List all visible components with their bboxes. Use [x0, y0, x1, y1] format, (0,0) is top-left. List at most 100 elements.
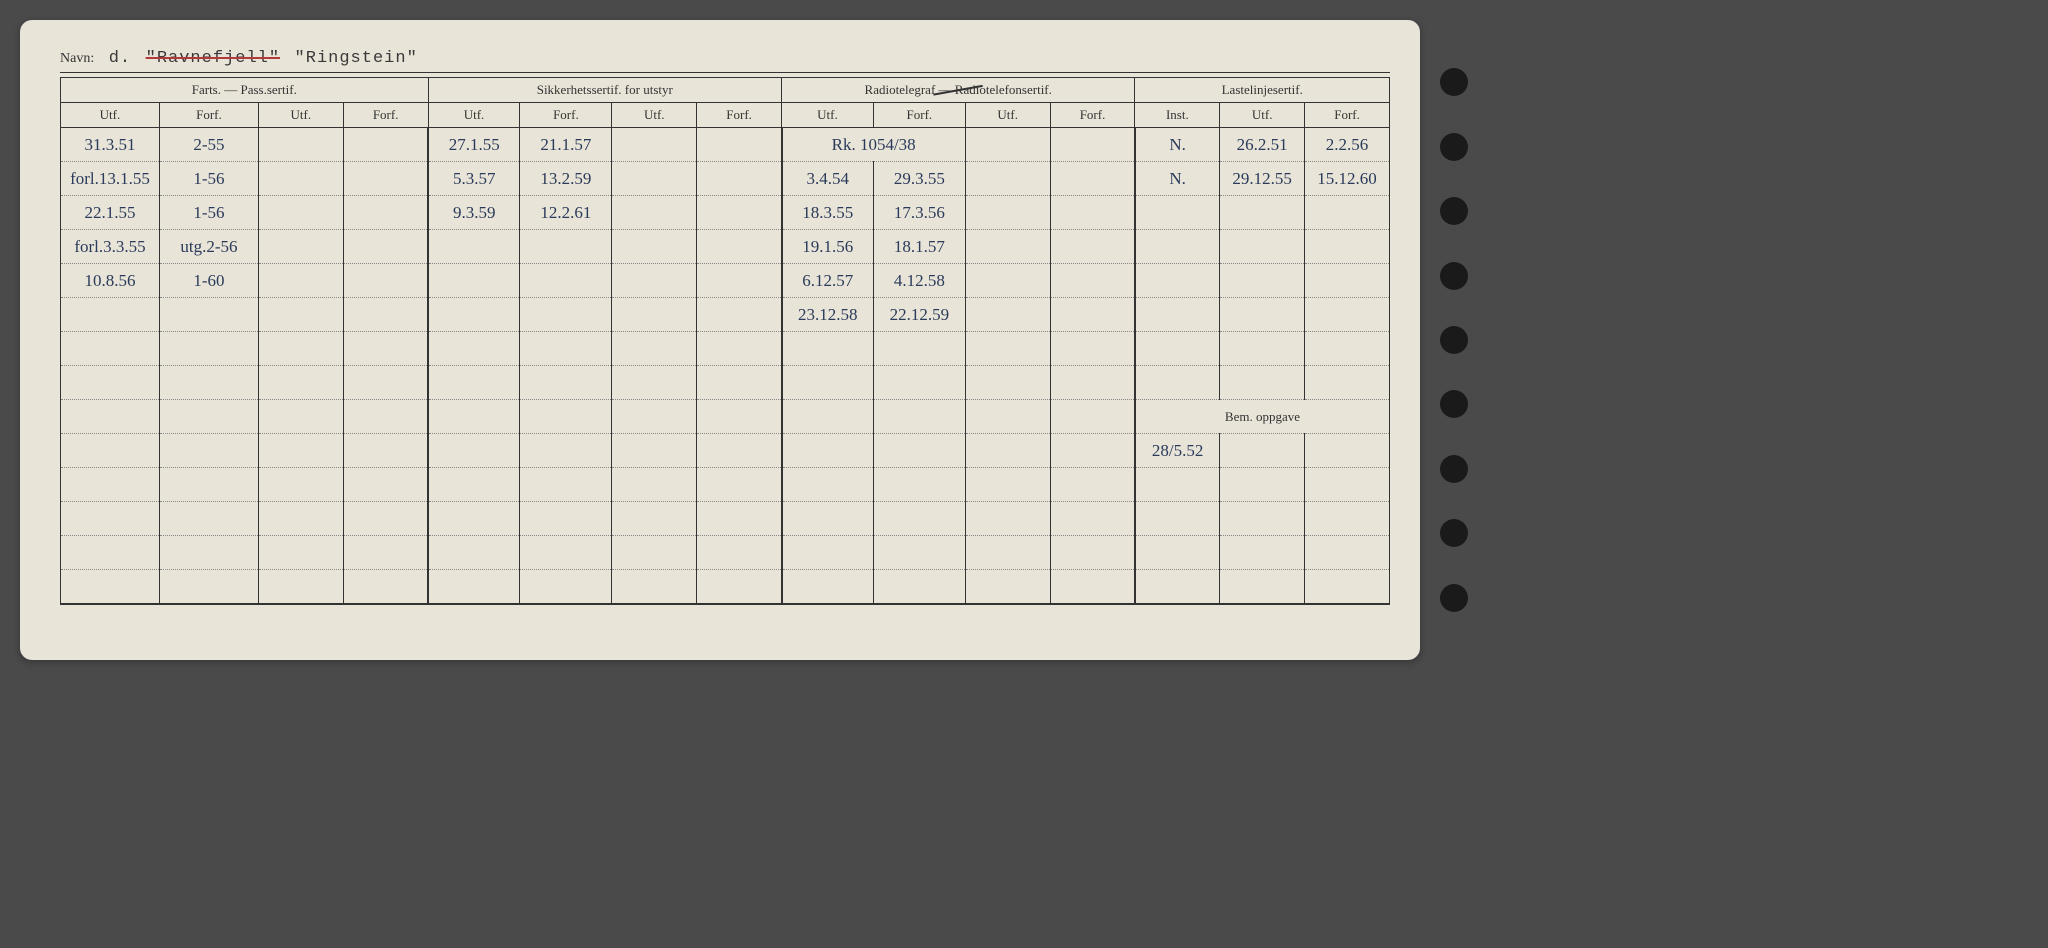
- cell: [1220, 298, 1305, 332]
- cell: [1050, 502, 1135, 536]
- cell: 1-56: [159, 162, 258, 196]
- cell: [697, 536, 782, 570]
- name-new: "Ringstein": [295, 49, 418, 68]
- table-row: forl.3.3.55 utg.2-56 19.1.56 18.1.57: [61, 230, 1390, 264]
- cell: [1050, 332, 1135, 366]
- cell: [782, 468, 874, 502]
- cell: [343, 128, 428, 162]
- cell: [873, 570, 965, 604]
- cell: [428, 502, 520, 536]
- cell: [1050, 196, 1135, 230]
- cell: [1220, 366, 1305, 400]
- cell: 9.3.59: [428, 196, 520, 230]
- table-row: 31.3.51 2-55 27.1.55 21.1.57 Rk. 1054/38…: [61, 128, 1390, 162]
- sub-utf: Utf.: [782, 103, 874, 128]
- cell: 18.1.57: [873, 230, 965, 264]
- name-label: Navn:: [60, 51, 94, 66]
- cell: [1135, 536, 1220, 570]
- cell: [965, 434, 1050, 468]
- cell: [258, 502, 343, 536]
- cell: [1050, 468, 1135, 502]
- punch-hole-icon: [1440, 133, 1468, 161]
- cell: 15.12.60: [1305, 162, 1390, 196]
- cell: [697, 468, 782, 502]
- cell: [343, 400, 428, 434]
- cell: [258, 366, 343, 400]
- cell: [258, 434, 343, 468]
- index-card: Navn: d. "Ravnefjell" "Ringstein" Farts.…: [20, 20, 1420, 660]
- bem-header-row: Bem. oppgave: [61, 400, 1390, 434]
- cell: [782, 536, 874, 570]
- cell: [1050, 536, 1135, 570]
- cell: [428, 400, 520, 434]
- cell: [258, 264, 343, 298]
- cell: [1050, 298, 1135, 332]
- cell: [612, 196, 697, 230]
- cell: [428, 332, 520, 366]
- table-row: forl.13.1.55 1-56 5.3.57 13.2.59 3.4.54 …: [61, 162, 1390, 196]
- cell: [782, 366, 874, 400]
- cell: [965, 230, 1050, 264]
- cell: [61, 332, 160, 366]
- sub-forf: Forf.: [343, 103, 428, 128]
- cell: [159, 332, 258, 366]
- cell: [612, 434, 697, 468]
- punch-hole-icon: [1440, 197, 1468, 225]
- cell: [258, 536, 343, 570]
- cell: 4.12.58: [873, 264, 965, 298]
- ledger-table: Farts. — Pass.sertif. Sikkerhetssertif. …: [60, 77, 1390, 605]
- cell: [520, 468, 612, 502]
- cell: [965, 400, 1050, 434]
- table-row: 10.8.56 1-60 6.12.57 4.12.58: [61, 264, 1390, 298]
- cell: [159, 570, 258, 604]
- cell: [1220, 230, 1305, 264]
- cell: [343, 468, 428, 502]
- cell: [159, 502, 258, 536]
- punch-holes: [1440, 20, 1468, 660]
- cell: [61, 366, 160, 400]
- cell: 18.3.55: [782, 196, 874, 230]
- sub-utf: Utf.: [1220, 103, 1305, 128]
- cell: [782, 400, 874, 434]
- sub-forf: Forf.: [697, 103, 782, 128]
- cell: [1305, 570, 1390, 604]
- cell: [873, 400, 965, 434]
- cell: 2-55: [159, 128, 258, 162]
- name-prefix: d.: [109, 49, 131, 68]
- cell: 28/5.52: [1135, 434, 1220, 468]
- table-row: [61, 536, 1390, 570]
- cell: [1135, 468, 1220, 502]
- cell: [1305, 196, 1390, 230]
- cell: 27.1.55: [428, 128, 520, 162]
- table-row: [61, 570, 1390, 604]
- punch-hole-icon: [1440, 326, 1468, 354]
- cell: [697, 230, 782, 264]
- cell: 1-56: [159, 196, 258, 230]
- cell: [258, 298, 343, 332]
- hdr-radio: Radiotelegraf — Radiotelefonsertif.: [782, 78, 1135, 103]
- cell: [873, 366, 965, 400]
- cell: [612, 128, 697, 162]
- cell: [159, 536, 258, 570]
- cell: [1050, 570, 1135, 604]
- cell: [428, 230, 520, 264]
- cell: [1305, 434, 1390, 468]
- sub-inst: Inst.: [1135, 103, 1220, 128]
- cell: [428, 366, 520, 400]
- cell: [697, 162, 782, 196]
- cell: utg.2-56: [159, 230, 258, 264]
- cell: [697, 196, 782, 230]
- sub-utf: Utf.: [612, 103, 697, 128]
- sub-utf: Utf.: [428, 103, 520, 128]
- cell: [1135, 332, 1220, 366]
- cell: [61, 502, 160, 536]
- cell: [428, 468, 520, 502]
- cell: [159, 366, 258, 400]
- sub-forf: Forf.: [1050, 103, 1135, 128]
- cell: [965, 366, 1050, 400]
- cell: [965, 298, 1050, 332]
- cell: N.: [1135, 162, 1220, 196]
- cell: [343, 162, 428, 196]
- cell: [965, 502, 1050, 536]
- cell: [520, 332, 612, 366]
